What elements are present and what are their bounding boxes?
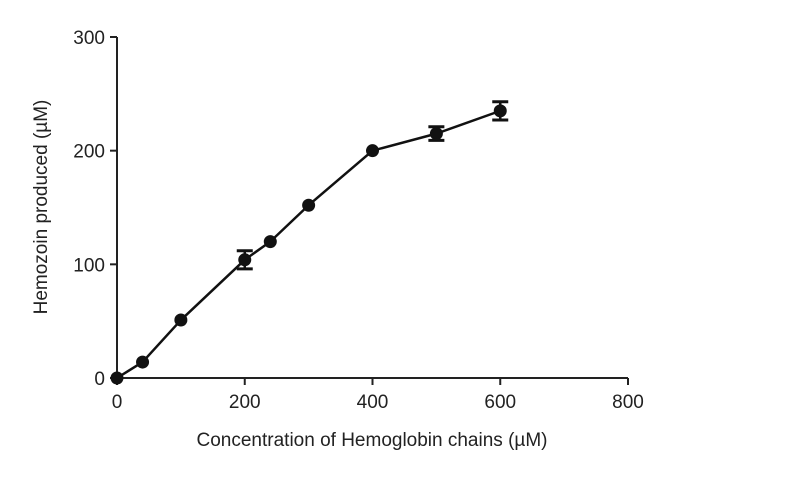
x-tick-label: 800: [612, 392, 644, 413]
data-point: [264, 235, 277, 248]
data-point: [136, 356, 149, 369]
y-axis-title: Hemozoin produced (µM): [31, 100, 52, 315]
data-point: [302, 199, 315, 212]
data-layer: [111, 102, 509, 385]
data-point: [494, 104, 507, 117]
x-axis-title: Concentration of Hemoglobin chains (µM): [197, 430, 548, 451]
data-point: [238, 253, 251, 266]
x-tick-label: 400: [357, 392, 389, 413]
y-tick-label: 100: [73, 255, 105, 276]
x-tick-label: 600: [484, 392, 516, 413]
axes: 0 200 400 600 800 0 100 200 300: [73, 28, 644, 413]
x-tick-label: 0: [112, 392, 123, 413]
data-point: [174, 314, 187, 327]
y-tick-label: 200: [73, 142, 105, 163]
x-tick-label: 200: [229, 392, 261, 413]
data-point: [430, 127, 443, 140]
y-tick-label: 300: [73, 28, 105, 49]
data-point: [366, 144, 379, 157]
series-line: [117, 111, 500, 378]
y-tick-label: 0: [94, 369, 105, 390]
data-point: [111, 372, 124, 385]
